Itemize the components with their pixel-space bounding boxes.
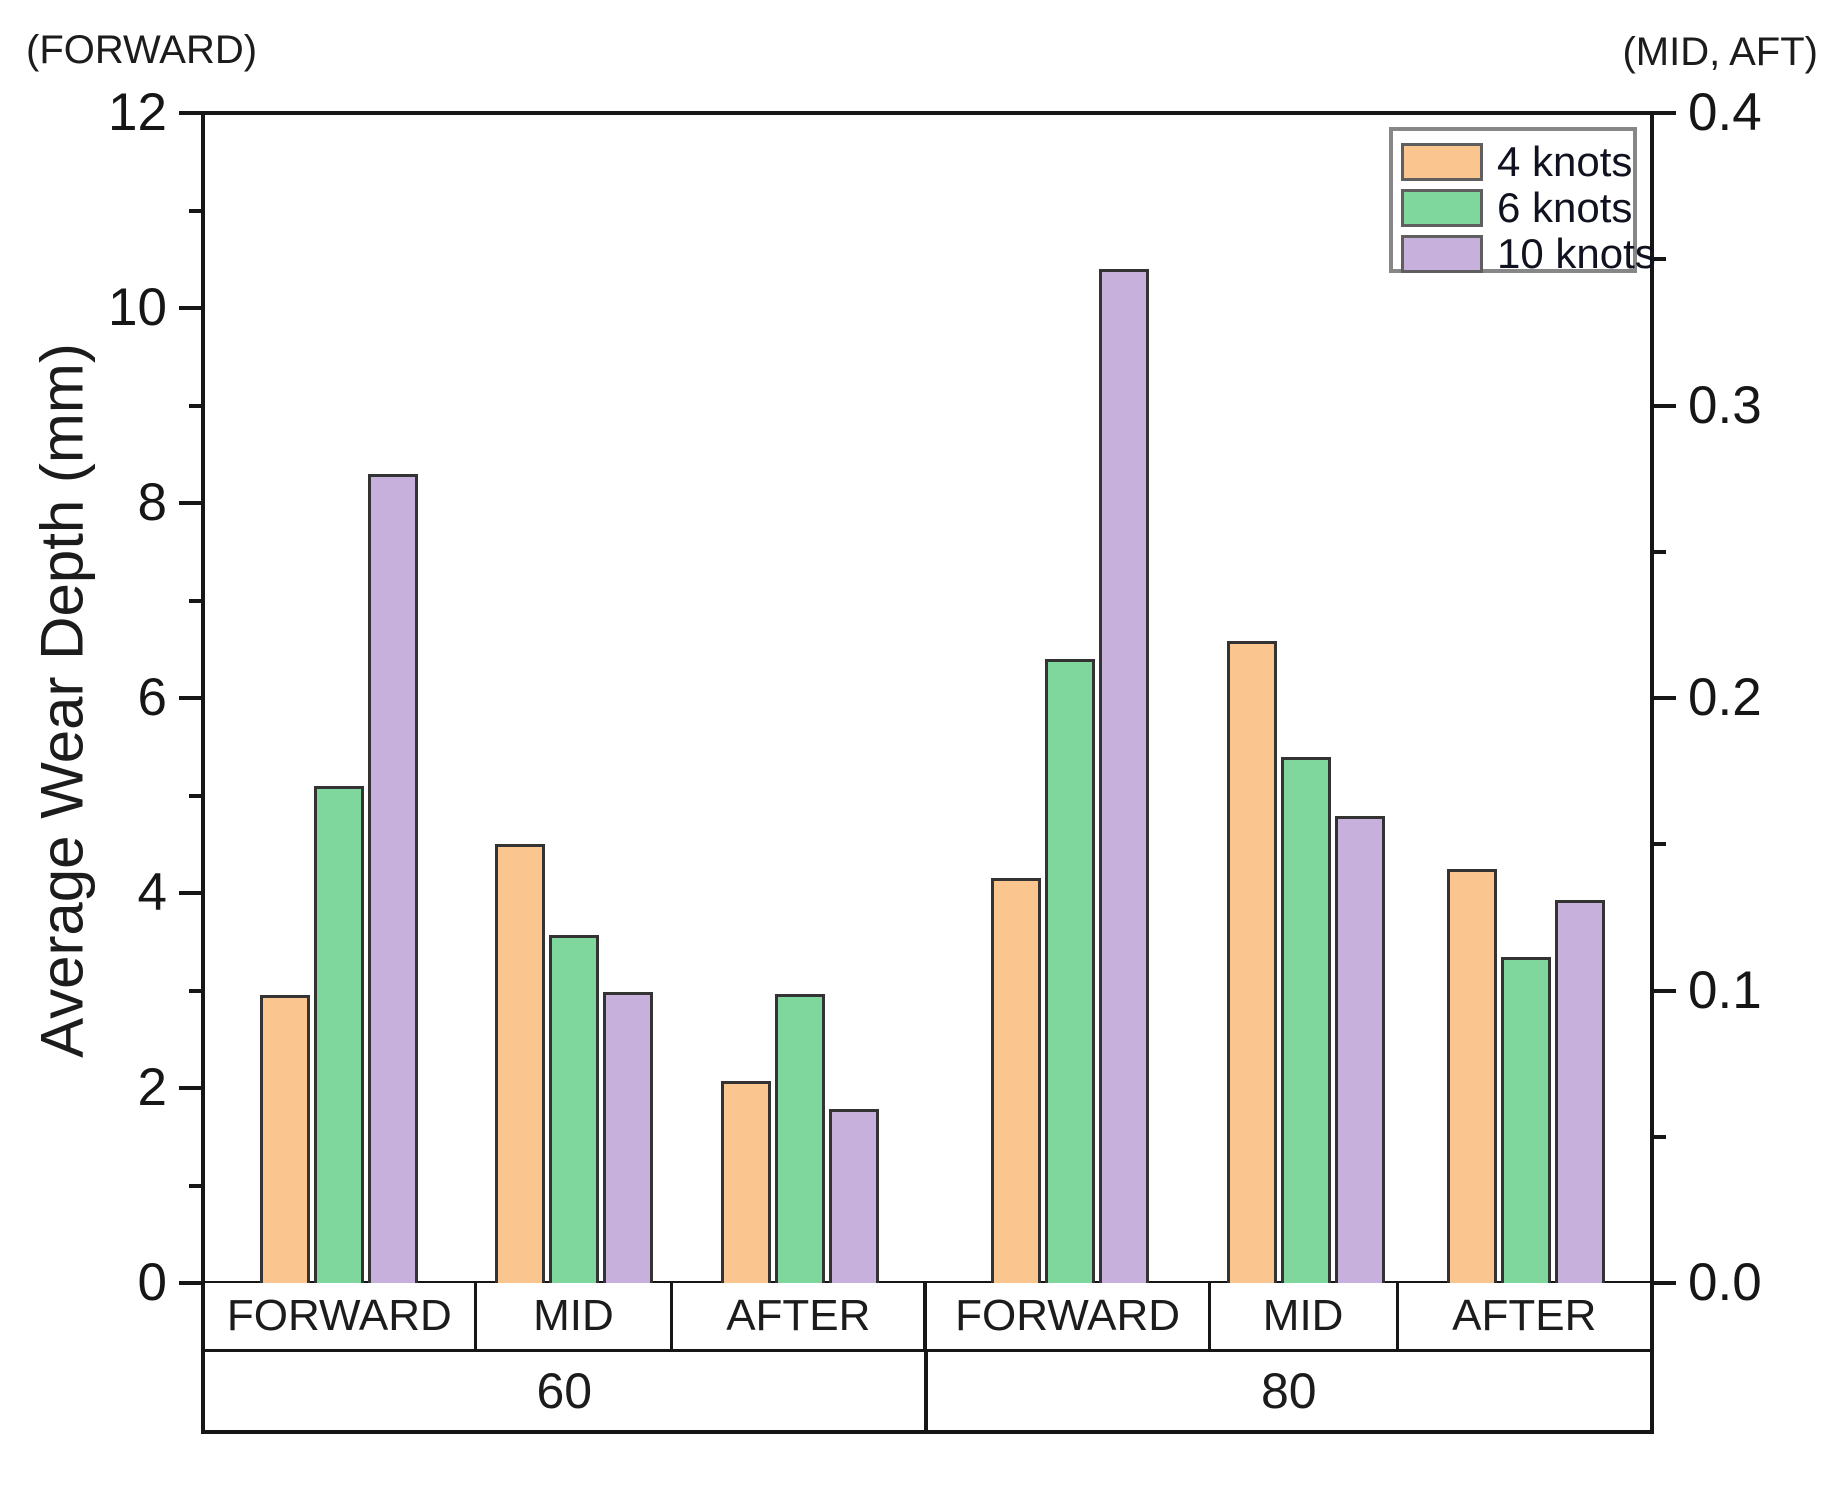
bar-group-60-after (672, 113, 927, 1283)
x-axis-category-table: FORWARD MID AFTER FORWARD MID AFTER 60 80 (201, 1283, 1654, 1434)
left-axis-major-tick (179, 1281, 201, 1285)
bar-60-forward-4knots (260, 995, 311, 1283)
left-axis-minor-tick (189, 208, 201, 213)
right-axis-tick-label: 0.2 (1688, 668, 1762, 727)
right-axis-tick-label: 0.0 (1688, 1253, 1762, 1312)
left-axis-major-tick (179, 696, 201, 700)
bar-group-80-forward (928, 113, 1212, 1283)
right-axis-minor-tick (1654, 842, 1666, 847)
right-axis-tick-label: 0.4 (1688, 83, 1762, 142)
bar-group-80-mid (1212, 113, 1400, 1283)
bar-80-after-6knots (1500, 957, 1551, 1283)
x-axis-position-row: FORWARD MID AFTER FORWARD MID AFTER (205, 1283, 1650, 1352)
x-cell-position-forward-60: FORWARD (205, 1283, 477, 1349)
right-axis-context-label: (MID, AFT) (1622, 30, 1818, 74)
left-axis-tick-label: 4 (137, 863, 167, 922)
x-cell-speed-60: 60 (205, 1352, 928, 1430)
bar-80-after-10knots (1554, 899, 1605, 1283)
bar-80-mid-6knots (1280, 756, 1331, 1283)
left-axis-minor-tick (189, 1183, 201, 1188)
bar-80-mid-10knots (1334, 815, 1385, 1283)
right-axis-tick-label: 0.3 (1688, 375, 1762, 435)
left-axis-tick-label: 10 (108, 278, 167, 337)
left-axis-minor-tick (189, 988, 201, 993)
right-axis-tick-label: 0.1 (1688, 960, 1762, 1020)
x-cell-speed-80: 80 (1260, 1363, 1317, 1419)
legend-item-10knots: 10 knots (1401, 230, 1656, 277)
legend-swatch-4knots (1401, 143, 1483, 181)
bar-60-after-4knots (720, 1081, 771, 1283)
left-axis-tick-label: 8 (137, 473, 167, 532)
right-axis-minor-tick (1654, 257, 1666, 262)
legend-label: 4 knots (1497, 138, 1633, 185)
bar-60-mid-6knots (548, 934, 599, 1283)
x-cell-position-mid-80: MID (1211, 1283, 1399, 1349)
bar-80-forward-10knots (1098, 269, 1149, 1283)
bar-group-60-forward (203, 113, 475, 1283)
bar-group-60-mid (475, 113, 672, 1283)
left-axis-major-tick (179, 1086, 201, 1090)
left-axis-tick-label: 12 (108, 83, 167, 142)
bar-80-mid-4knots (1226, 641, 1277, 1283)
right-axis-minor-tick (1654, 549, 1666, 554)
left-axis-major-tick (179, 306, 201, 310)
legend-swatch-10knots (1401, 235, 1483, 273)
right-axis-major-tick (1654, 111, 1676, 115)
bar-60-forward-6knots (314, 785, 365, 1283)
bar-80-after-4knots (1446, 868, 1497, 1283)
left-axis-tick-label: 0 (137, 1253, 167, 1312)
legend-item-6knots: 6 knots (1401, 184, 1632, 231)
x-cell-position-after-60: AFTER (673, 1283, 928, 1349)
right-axis-major-tick (1654, 988, 1676, 993)
right-axis-minor-tick (1654, 1134, 1666, 1139)
legend-box: 4 knots 6 knots 10 knots (1389, 127, 1656, 277)
bar-60-mid-10knots (602, 992, 653, 1283)
bar-80-forward-6knots (1044, 659, 1095, 1283)
x-axis-speed-group-row: 60 80 (205, 1352, 1650, 1430)
left-axis-minor-tick (189, 403, 201, 408)
legend-label: 6 knots (1497, 184, 1633, 231)
left-axis-context-label: (FORWARD) (26, 28, 258, 72)
right-axis-major-tick (1654, 403, 1676, 408)
x-cell-position-after-80: AFTER (1452, 1291, 1597, 1340)
bar-group-80-after (1400, 113, 1652, 1283)
legend-item-4knots: 4 knots (1401, 138, 1632, 185)
x-cell-position-forward-80: FORWARD (927, 1283, 1211, 1349)
bar-60-after-10knots (828, 1109, 879, 1283)
x-cell-position-mid-60: MID (477, 1283, 674, 1349)
plot-area (201, 111, 1654, 1285)
left-axis-minor-tick (189, 598, 201, 603)
bar-80-forward-4knots (990, 878, 1041, 1283)
left-axis-tick-label: 2 (137, 1058, 167, 1117)
left-axis-major-tick (179, 111, 201, 115)
left-axis-major-tick (179, 501, 201, 505)
bar-60-after-6knots (774, 994, 825, 1283)
bar-60-mid-4knots (494, 844, 545, 1283)
legend-label: 10 knots (1497, 230, 1656, 277)
left-axis-major-tick (179, 891, 201, 895)
right-axis-major-tick (1654, 1281, 1676, 1285)
right-axis-major-tick (1654, 696, 1676, 700)
legend-swatch-6knots (1401, 189, 1483, 227)
bar-60-forward-10knots (368, 473, 419, 1283)
left-axis-minor-tick (189, 793, 201, 798)
left-axis-tick-label: 6 (137, 668, 167, 727)
